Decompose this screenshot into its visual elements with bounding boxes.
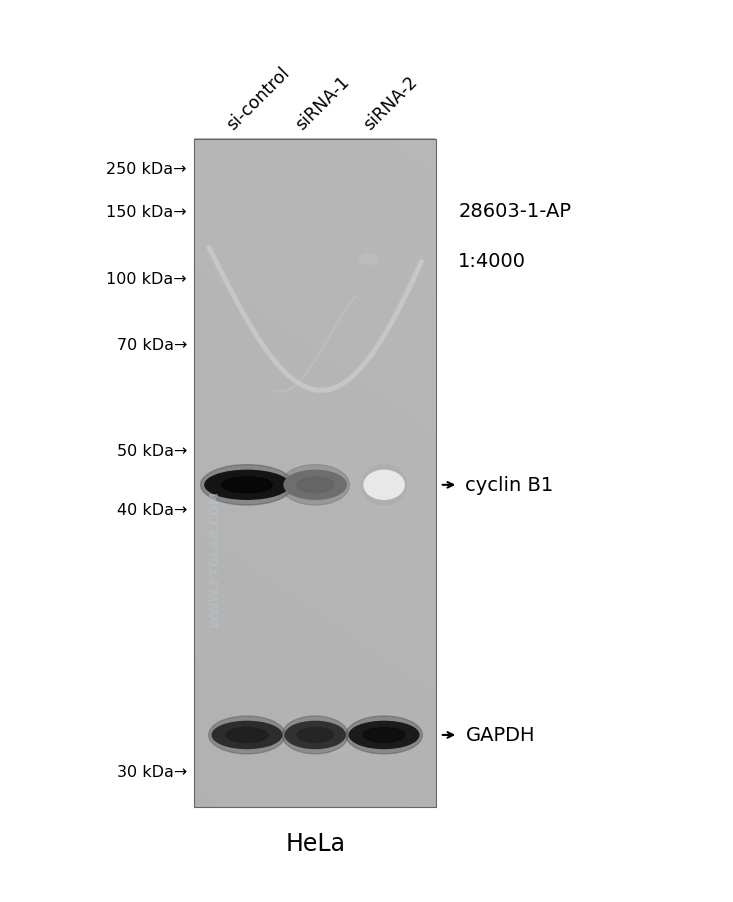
Text: cyclin B1: cyclin B1 — [465, 475, 553, 495]
Ellipse shape — [201, 465, 293, 505]
Ellipse shape — [359, 254, 377, 265]
Text: 40 kDa→: 40 kDa→ — [117, 502, 187, 517]
Ellipse shape — [222, 477, 273, 493]
Ellipse shape — [282, 716, 348, 754]
Ellipse shape — [297, 728, 334, 742]
Text: GAPDH: GAPDH — [465, 725, 535, 745]
Ellipse shape — [226, 728, 268, 742]
Ellipse shape — [285, 722, 345, 749]
Text: 100 kDa→: 100 kDa→ — [106, 272, 187, 287]
Text: HeLa: HeLa — [285, 832, 345, 855]
Ellipse shape — [350, 722, 419, 749]
Ellipse shape — [281, 465, 350, 505]
Text: 70 kDa→: 70 kDa→ — [117, 338, 187, 353]
Text: 150 kDa→: 150 kDa→ — [106, 205, 187, 219]
Ellipse shape — [205, 471, 289, 500]
Ellipse shape — [346, 716, 422, 754]
Ellipse shape — [296, 477, 334, 493]
Text: si-control: si-control — [224, 63, 294, 133]
Ellipse shape — [284, 471, 346, 500]
Text: WWW.PTGLAB.COM: WWW.PTGLAB.COM — [209, 491, 222, 628]
Ellipse shape — [209, 716, 285, 754]
Text: 50 kDa→: 50 kDa→ — [117, 444, 187, 458]
Ellipse shape — [364, 728, 405, 742]
Text: siRNA-2: siRNA-2 — [361, 73, 421, 133]
Text: 30 kDa→: 30 kDa→ — [117, 764, 187, 778]
Bar — [194, 140, 436, 807]
Text: siRNA-1: siRNA-1 — [292, 73, 353, 133]
Text: 250 kDa→: 250 kDa→ — [106, 162, 187, 177]
Text: 28603-1-AP: 28603-1-AP — [458, 202, 571, 221]
Ellipse shape — [213, 722, 281, 749]
Text: 1:4000: 1:4000 — [458, 252, 526, 271]
Ellipse shape — [364, 471, 405, 500]
Ellipse shape — [362, 465, 406, 505]
